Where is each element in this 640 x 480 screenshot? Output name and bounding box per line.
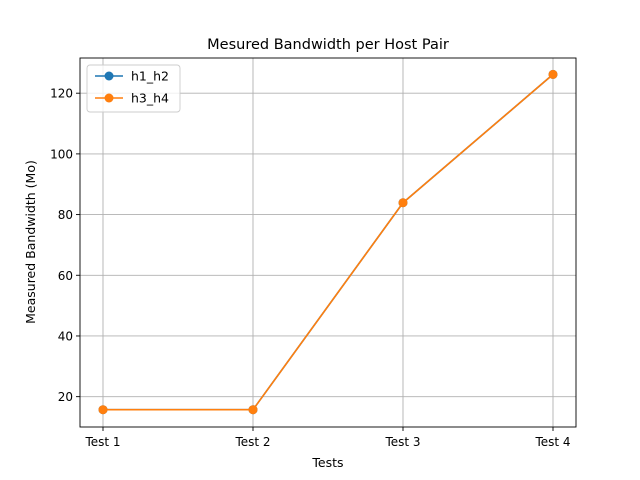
x-tick-label: Test 4: [534, 435, 570, 449]
y-tick-label: 60: [58, 269, 73, 283]
series-layer: [98, 69, 558, 415]
x-tick-label: Test 2: [234, 435, 270, 449]
legend-label-h3_h4: h3_h4: [131, 91, 169, 106]
y-axis: 20 40 60 80 100 120: [50, 87, 80, 404]
y-tick-label: 120: [50, 87, 73, 101]
legend-marker-h3_h4: [104, 93, 114, 103]
grid: [80, 58, 576, 427]
y-axis-label: Measured Bandwidth (Mo): [23, 160, 38, 324]
y-tick-label: 80: [58, 208, 73, 222]
y-tick-label: 40: [58, 329, 73, 343]
axes-frame: [79, 57, 577, 428]
x-axis: Test 1 Test 2 Test 3 Test 4: [84, 427, 571, 449]
data-point-h3_h4: [98, 405, 108, 415]
legend-label-h1_h2: h1_h2: [131, 69, 169, 84]
x-axis-label: Tests: [311, 455, 343, 470]
series-line-h3_h4: [103, 73, 554, 411]
data-point-h3_h4: [548, 69, 558, 79]
data-point-h3_h4: [398, 198, 408, 208]
y-tick-label: 20: [58, 390, 73, 404]
data-point-h3_h4: [248, 405, 258, 415]
x-tick-label: Test 3: [384, 435, 420, 449]
chart-title: Mesured Bandwidth per Host Pair: [207, 37, 449, 53]
legend-marker-h1_h2: [104, 71, 114, 81]
x-tick-label: Test 1: [84, 435, 120, 449]
plot-area: [80, 58, 576, 427]
y-tick-label: 100: [50, 147, 73, 161]
legend: h1_h2 h3_h4: [86, 64, 181, 113]
